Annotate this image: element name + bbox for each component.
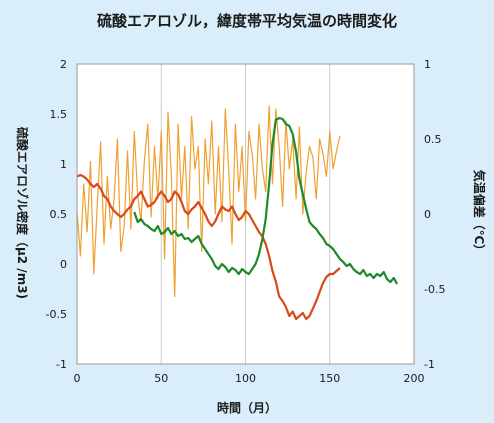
x-tick-label: 0 [74, 372, 81, 385]
y-tick-label: 0.5 [50, 208, 68, 221]
y2-tick-label: 1 [424, 58, 431, 71]
chart-title: 硫酸エアロゾル，緯度帯平均気温の時間変化 [97, 12, 397, 30]
x-tick-label: 100 [235, 372, 256, 385]
x-axis-ticks: 0 50 100 150 200 [74, 372, 425, 385]
series-line-green [133, 116, 399, 285]
y2-tick-label: 0 [424, 208, 431, 221]
series-line-orange [76, 105, 341, 298]
y-tick-label: -0.5 [46, 308, 67, 321]
y-axis-left-ticks: -1 -0.5 0 0.5 1 1.5 2 [46, 58, 67, 371]
y-tick-label: -1 [56, 358, 67, 371]
series-line-red [76, 173, 341, 321]
y-tick-label: 1 [60, 158, 67, 171]
y-tick-label: 0 [60, 258, 67, 271]
y2-tick-label: -1 [424, 358, 435, 371]
x-tick-label: 150 [319, 372, 340, 385]
x-tick-label: 200 [404, 372, 425, 385]
x-tick-label: 50 [154, 372, 168, 385]
y2-tick-label: 0.5 [424, 133, 442, 146]
y-tick-label: 2 [60, 58, 67, 71]
series-layer [76, 105, 399, 321]
x-axis-label: 時間（月） [217, 400, 277, 415]
y2-tick-label: -0.5 [424, 283, 445, 296]
y-axis-right-ticks: -1 -0.5 0 0.5 1 [424, 58, 445, 371]
y-tick-label: 1.5 [50, 108, 68, 121]
plot-frame [76, 63, 415, 365]
y-axis-right-label: 気温偏差（℃） [472, 170, 487, 257]
y-axis-left-label: 硫酸エアロゾル密度（μ2 /m3) [15, 127, 30, 299]
